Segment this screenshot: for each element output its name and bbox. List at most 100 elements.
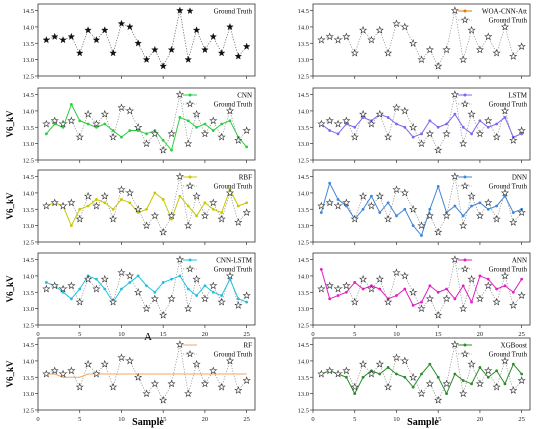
ground-truth-point: [475, 45, 485, 54]
ground-truth-point: [125, 356, 134, 365]
y-tick-label: 13.0: [298, 223, 309, 230]
legend-gt-marker: [186, 99, 194, 108]
ground-truth-point: [92, 119, 101, 128]
y-tick-label: 14.0: [298, 108, 309, 115]
ground-truth-point: [175, 90, 184, 99]
model-data-point: [436, 290, 440, 294]
ground-truth-point: [375, 359, 384, 368]
ground-truth-point: [325, 32, 334, 41]
ground-truth-point: [434, 395, 443, 404]
y-tick-label: 13.5: [23, 375, 34, 382]
ground-truth-point: [209, 366, 218, 375]
model-data-point: [511, 290, 515, 294]
ground-truth-point: [50, 366, 59, 375]
model-data-point: [44, 281, 48, 284]
ground-truth-point: [317, 284, 326, 293]
plot-frame: [37, 3, 256, 77]
model-data-point: [203, 284, 207, 288]
model-data-point: [486, 125, 490, 129]
ground-truth-point: [342, 32, 351, 41]
model-data-point: [361, 287, 365, 291]
ground-truth-point: [459, 221, 468, 230]
model-data-point: [78, 119, 82, 123]
ground-truth-point: [67, 32, 76, 40]
model-data-point: [153, 290, 157, 294]
legend-gt-marker: [461, 181, 469, 190]
ground-truth-point: [92, 36, 101, 44]
ground-truth-point: [417, 304, 426, 313]
y-tick-label: 13.5: [298, 375, 309, 382]
x-tick-label: 20: [202, 331, 209, 338]
y-tick-label: 13.0: [23, 57, 34, 64]
ground-truth-point: [58, 369, 68, 378]
model-data-point: [511, 211, 515, 214]
model-data-point: [170, 277, 173, 281]
ground-truth-point: [475, 379, 485, 388]
y-tick-label: 14.0: [23, 24, 34, 31]
ground-truth-point: [150, 211, 159, 220]
x-tick-label: 10: [118, 416, 125, 423]
ground-truth-point: [500, 188, 510, 197]
ground-truth-point: [225, 271, 235, 280]
ground-truth-point: [517, 126, 526, 135]
x-tick-label: 10: [393, 416, 400, 423]
ground-truth-point: [384, 132, 393, 141]
ground-truth-point: [342, 116, 351, 125]
ground-truth-point: [217, 49, 226, 57]
ground-truth-point: [184, 304, 193, 313]
model-data-point: [386, 201, 390, 205]
ground-truth-point: [201, 45, 209, 54]
ground-truth-point: [58, 119, 68, 128]
x-tick-label: 25: [518, 416, 525, 423]
ground-truth-point: [151, 45, 159, 54]
ground-truth-point: [184, 389, 193, 398]
ground-truth-point: [184, 221, 193, 230]
ground-truth-point: [417, 55, 426, 64]
ground-truth-point: [134, 287, 143, 296]
y-tick-label: 13.5: [298, 41, 309, 48]
ground-truth-point: [517, 376, 526, 385]
x-tick-label: 25: [243, 416, 250, 423]
chart-panel-xgboost: 12.5 13.0 13.5 14.0 14.5 0 5 10 15 20 25 XGBoostGro…: [298, 337, 531, 423]
model-data-point: [411, 135, 415, 139]
ground-truth-point: [325, 281, 334, 290]
y-tick-label: 14.5: [298, 257, 309, 264]
legend-model-marker: [463, 175, 467, 179]
ground-truth-point: [167, 45, 176, 54]
model-data-point: [486, 207, 490, 211]
model-data-point: [403, 287, 407, 291]
ground-truth-point: [409, 122, 418, 131]
y-tick-label: 14.0: [23, 108, 34, 115]
model-data-point: [186, 204, 190, 208]
model-data-point: [470, 382, 473, 386]
model-data-point: [195, 214, 198, 218]
ground-truth-point: [459, 304, 468, 313]
model-data-point: [478, 201, 482, 205]
model-data-point: [319, 211, 323, 214]
y-tick-label: 13.5: [298, 290, 309, 297]
legend-model-label: DNN: [512, 174, 527, 182]
model-data-point: [503, 194, 507, 198]
legend-gt-label: Ground Truth: [214, 101, 253, 109]
ground-truth-point: [417, 389, 426, 398]
model-data-point: [178, 116, 182, 119]
model-data-point: [395, 214, 398, 218]
model-data-point: [495, 204, 499, 208]
ground-truth-point: [225, 188, 235, 197]
model-data-point: [486, 277, 490, 281]
ground-truth-point: [117, 19, 126, 27]
model-data-point: [145, 132, 148, 136]
ground-truth-point: [384, 48, 393, 57]
ground-truth-point: [325, 366, 334, 375]
x-tick-label: 20: [477, 331, 484, 338]
ground-truth-point: [400, 356, 409, 365]
model-data-point: [353, 125, 357, 129]
model-data-point: [461, 379, 465, 382]
legend-gt-marker: [186, 349, 194, 358]
model-data-point: [436, 184, 440, 188]
ground-truth-point: [100, 26, 109, 34]
x-tick-label: 5: [353, 331, 356, 338]
ground-truth-point: [400, 188, 409, 197]
ground-truth-point: [509, 301, 518, 309]
ground-truth-point: [117, 353, 126, 362]
